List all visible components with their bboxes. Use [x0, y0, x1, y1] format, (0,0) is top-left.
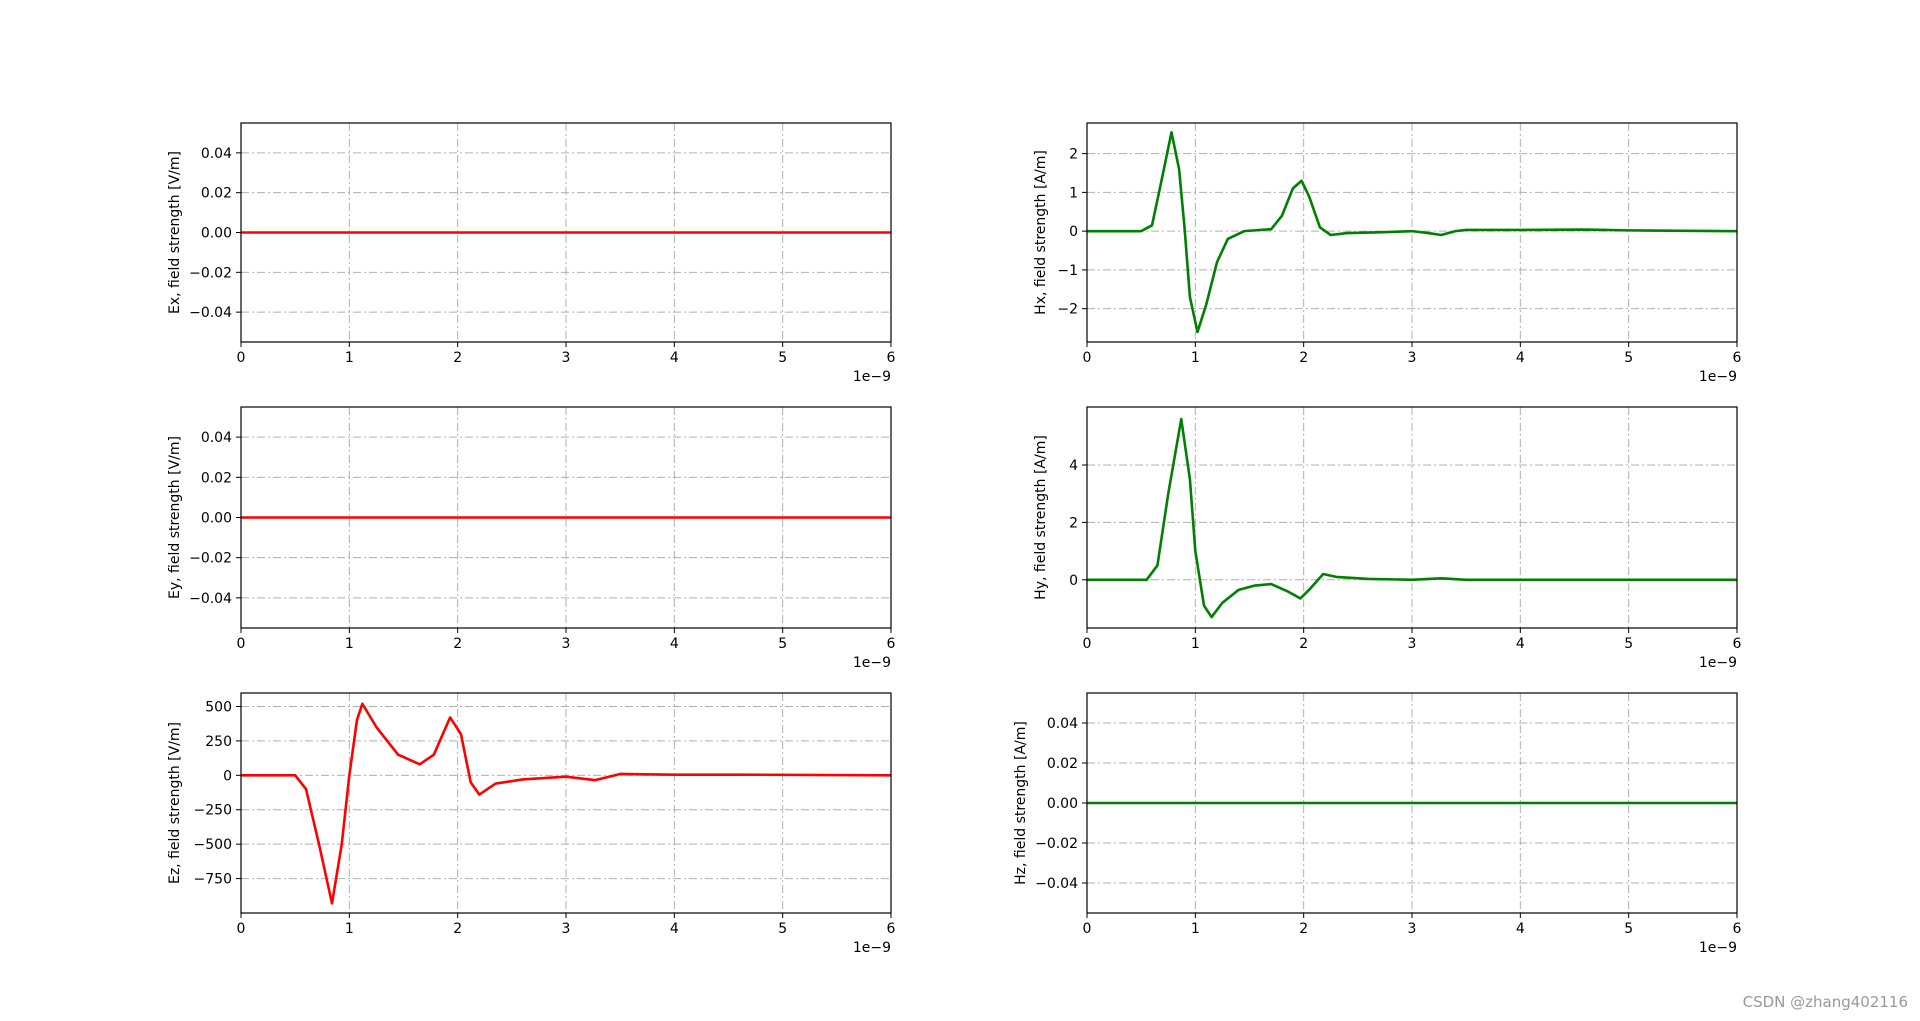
y-tick-label: −1 [1057, 263, 1078, 279]
x-tick-label: 1 [345, 921, 354, 937]
y-tick-label: 0.02 [201, 470, 232, 486]
y-tick-label: 4 [1069, 458, 1078, 474]
x-tick-label: 3 [1408, 636, 1417, 652]
y-tick-label: −0.04 [1035, 876, 1078, 892]
x-tick-label: 6 [887, 921, 896, 937]
x-tick-label: 4 [1516, 350, 1525, 366]
y-tick-label: −0.04 [189, 305, 232, 321]
y-tick-label: 2 [1069, 147, 1078, 163]
y-tick-label: −0.02 [189, 551, 232, 567]
axes-frame [1086, 406, 1738, 629]
x-tick-label: 1 [345, 636, 354, 652]
x-tick-label: 0 [1083, 350, 1092, 366]
axes-frame [240, 692, 892, 914]
x-tick-label: 2 [1299, 636, 1308, 652]
x-tick-label: 3 [562, 350, 571, 366]
y-tick-label: −0.02 [189, 265, 232, 281]
y-tick-label: 0 [1069, 224, 1078, 240]
y-tick-label: −250 [194, 803, 232, 819]
y-tick-label: −500 [194, 837, 232, 853]
data-line [1087, 131, 1737, 334]
y-tick-label: 0 [1069, 573, 1078, 589]
x-tick-label: 5 [1624, 350, 1633, 366]
y-tick-label: 0.00 [201, 511, 232, 527]
x-tick-label: 2 [453, 921, 462, 937]
x-tick-label: 4 [670, 350, 679, 366]
y-axis-label: Hx, field strength [A/m] [1033, 150, 1049, 315]
axes-frame [1086, 122, 1738, 343]
x-tick-label: 6 [1733, 350, 1742, 366]
y-tick-label: 0.02 [1047, 756, 1078, 772]
x-tick-label: 6 [887, 636, 896, 652]
x-tick-label: 0 [1083, 921, 1092, 937]
y-tick-label: 250 [205, 734, 232, 750]
y-tick-label: −0.04 [189, 591, 232, 607]
x-tick-label: 4 [670, 636, 679, 652]
y-tick-label: 0.00 [1047, 796, 1078, 812]
x-tick-label: 3 [562, 921, 571, 937]
x-tick-label: 5 [1624, 921, 1633, 937]
y-tick-label: 0.00 [201, 226, 232, 242]
x-tick-label: 2 [1299, 921, 1308, 937]
y-tick-label: 0.04 [201, 430, 232, 446]
x-offset-label: 1e−9 [1699, 655, 1737, 671]
x-offset-label: 1e−9 [1699, 369, 1737, 385]
axes-frame [1086, 692, 1738, 914]
y-tick-label: 500 [205, 699, 232, 715]
y-tick-label: −2 [1057, 302, 1078, 318]
x-tick-label: 5 [778, 350, 787, 366]
y-axis-label: Hz, field strength [A/m] [1013, 721, 1029, 885]
x-tick-label: 1 [1191, 921, 1200, 937]
axes-frame [240, 406, 892, 629]
x-tick-label: 6 [887, 350, 896, 366]
x-tick-label: 5 [1624, 636, 1633, 652]
x-tick-label: 5 [778, 921, 787, 937]
y-axis-label: Hy, field strength [A/m] [1033, 435, 1049, 600]
x-tick-label: 4 [670, 921, 679, 937]
x-tick-label: 0 [237, 921, 246, 937]
x-offset-label: 1e−9 [853, 940, 891, 956]
x-tick-label: 5 [778, 636, 787, 652]
x-tick-label: 0 [237, 636, 246, 652]
x-tick-label: 6 [1733, 636, 1742, 652]
x-tick-label: 2 [453, 636, 462, 652]
y-axis-label: Ey, field strength [V/m] [167, 436, 183, 599]
x-tick-label: 3 [1408, 350, 1417, 366]
x-tick-label: 2 [1299, 350, 1308, 366]
x-tick-label: 1 [1191, 636, 1200, 652]
x-tick-label: 0 [1083, 636, 1092, 652]
axes-frame [240, 122, 892, 343]
y-tick-label: −0.02 [1035, 836, 1078, 852]
y-axis-label: Ez, field strength [V/m] [167, 722, 183, 884]
y-tick-label: 1 [1069, 185, 1078, 201]
x-tick-label: 1 [1191, 350, 1200, 366]
x-tick-label: 6 [1733, 921, 1742, 937]
x-offset-label: 1e−9 [1699, 940, 1737, 956]
y-tick-label: 2 [1069, 515, 1078, 531]
x-tick-label: 1 [345, 350, 354, 366]
y-tick-label: 0.04 [1047, 716, 1078, 732]
y-tick-label: −750 [194, 872, 232, 888]
x-offset-label: 1e−9 [853, 369, 891, 385]
x-tick-label: 4 [1516, 636, 1525, 652]
data-line [241, 702, 891, 905]
watermark: CSDN @zhang402116 [1743, 993, 1908, 1011]
x-tick-label: 3 [1408, 921, 1417, 937]
x-tick-label: 4 [1516, 921, 1525, 937]
x-tick-label: 3 [562, 636, 571, 652]
x-tick-label: 0 [237, 350, 246, 366]
y-tick-label: 0 [223, 768, 232, 784]
y-axis-label: Ex, field strength [V/m] [167, 151, 183, 314]
y-tick-label: 0.04 [201, 146, 232, 162]
x-offset-label: 1e−9 [853, 655, 891, 671]
y-tick-label: 0.02 [201, 186, 232, 202]
data-line [1087, 417, 1737, 619]
x-tick-label: 2 [453, 350, 462, 366]
